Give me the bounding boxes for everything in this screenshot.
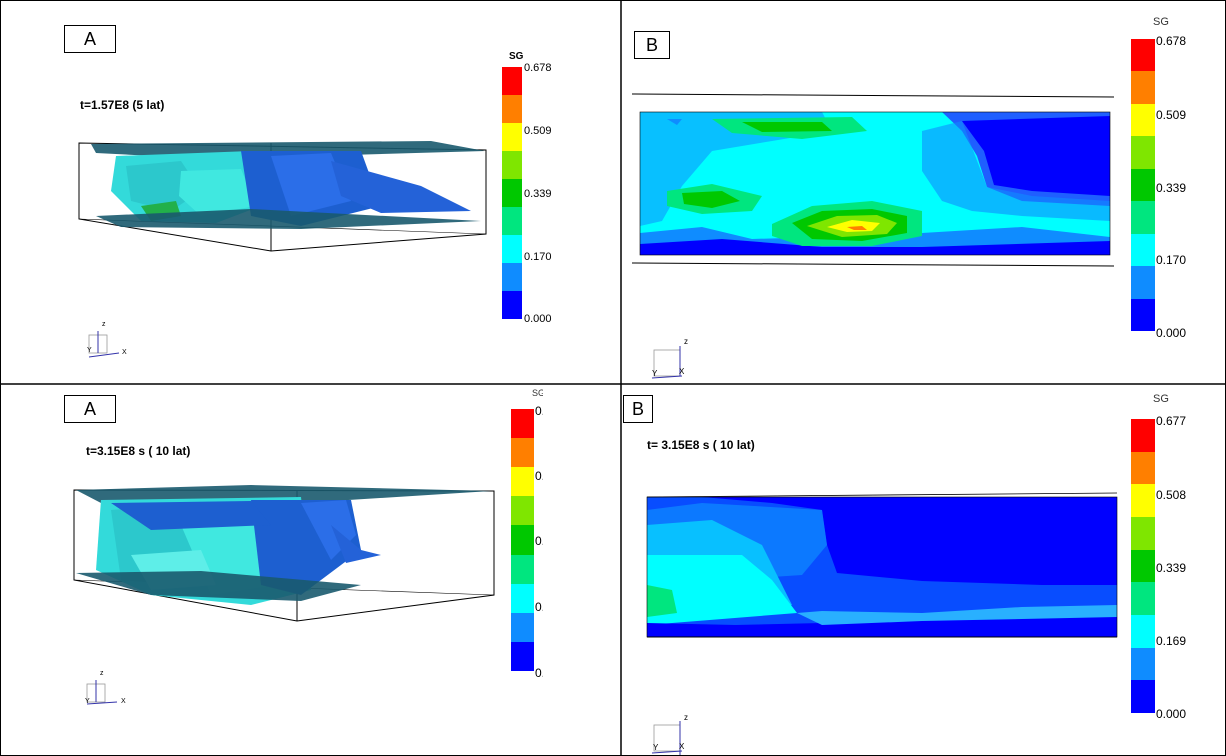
colorbar-tick: 0.678 <box>524 62 552 74</box>
colorbar-tick: 0.339 <box>524 188 552 200</box>
colorbar-band <box>1131 136 1155 169</box>
colorbar-band <box>511 525 534 555</box>
colorbar-band <box>502 151 522 179</box>
contour-section-view <box>631 93 1115 267</box>
colorbar-band <box>1131 615 1155 648</box>
isosurface-3d-view <box>78 141 487 252</box>
colorbar-tick: 0.170 <box>1156 253 1187 267</box>
colorbar-band <box>511 496 534 526</box>
panel-top-left: A t=1.57E8 (5 lat) SG 0.678 0.509 0.339 … <box>1 1 620 383</box>
colorbar <box>1131 39 1155 331</box>
axis-triad-icon <box>651 721 683 755</box>
colorbar <box>511 409 534 671</box>
axis-triad-icon <box>88 331 120 358</box>
axis-label-y: Y <box>85 698 90 705</box>
colorbar-tick: 0.509 <box>1156 108 1187 122</box>
time-label: t= 3.15E8 s ( 10 lat) <box>647 438 755 452</box>
colorbar-band <box>502 67 522 95</box>
colorbar-band <box>1131 39 1155 72</box>
axis-label-z: z <box>102 321 106 328</box>
panel-label-b: B <box>623 395 653 423</box>
tick-clip-mask <box>543 385 620 755</box>
axis-triad-icon <box>651 346 683 379</box>
colorbar-band <box>1131 451 1155 485</box>
colorbar-tick: 0.000 <box>1156 326 1187 340</box>
colorbar-band <box>1131 233 1155 267</box>
panel-label-a: A <box>64 395 116 423</box>
panel-bottom-left: A t=3.15E8 s ( 10 lat) SG 0.677 0.508 0.… <box>1 385 620 755</box>
time-label: t=3.15E8 s ( 10 lat) <box>86 444 191 458</box>
colorbar-tick: 0.677 <box>1156 414 1187 428</box>
colorbar-band <box>511 641 534 671</box>
colorbar-band <box>1131 582 1155 616</box>
colorbar-band <box>511 554 534 584</box>
colorbar-band <box>1131 71 1155 104</box>
panel-label-a: A <box>64 25 116 53</box>
colorbar-band <box>1131 647 1155 681</box>
colorbar-band <box>1131 298 1155 331</box>
colorbar-band <box>1131 419 1155 452</box>
colorbar-tick: 0.508 <box>1156 488 1187 502</box>
colorbar-band <box>1131 517 1155 550</box>
axis-label-z: z <box>684 713 688 722</box>
colorbar-band <box>502 263 522 291</box>
contour-section-view <box>646 492 1118 638</box>
axis-label-y: Y <box>87 347 92 354</box>
colorbar-band <box>502 207 522 235</box>
colorbar-title: SG <box>509 51 524 62</box>
panel-label-b: B <box>634 31 670 59</box>
axis-label-x: X <box>122 349 127 356</box>
colorbar-tick: 0.678 <box>1156 34 1187 48</box>
axis-label-z: z <box>684 337 688 346</box>
colorbar <box>1131 419 1155 714</box>
colorbar-title: SG <box>1153 393 1169 405</box>
colorbar-tick: 0.169 <box>1156 634 1187 648</box>
colorbar-band <box>502 291 522 319</box>
colorbar-band <box>502 235 522 263</box>
colorbar-band <box>511 438 534 468</box>
time-label: t=1.57E8 (5 lat) <box>80 98 165 112</box>
colorbar-tick: 0.170 <box>524 251 552 263</box>
colorbar-tick: 0.000 <box>524 313 552 325</box>
colorbar-band <box>511 612 534 642</box>
colorbar-tick: 0.000 <box>1156 707 1187 721</box>
colorbar-band <box>1131 168 1155 202</box>
panel-bottom-right: B t= 3.15E8 s ( 10 lat) SG 0.677 0.508 0… <box>622 385 1225 755</box>
axis-label-z: z <box>100 670 104 677</box>
colorbar-title: SG <box>532 388 546 398</box>
colorbar-tick: 0.339 <box>1156 181 1187 195</box>
colorbar <box>502 67 522 319</box>
axis-label-y: Y <box>653 743 659 752</box>
colorbar-title: SG <box>1153 16 1169 28</box>
colorbar-band <box>1131 266 1155 299</box>
colorbar-band <box>511 467 534 497</box>
colorbar-band <box>502 123 522 151</box>
colorbar-tick: 0.509 <box>524 125 552 137</box>
axis-label-x: X <box>679 367 685 376</box>
colorbar-band <box>511 583 534 613</box>
axis-label-y: Y <box>652 369 658 378</box>
colorbar-band <box>502 95 522 123</box>
axis-label-x: X <box>679 742 685 751</box>
colorbar-band <box>511 409 534 439</box>
isosurface-3d-view <box>73 485 495 622</box>
colorbar-band <box>1131 549 1155 583</box>
colorbar-tick: 0.339 <box>1156 561 1187 575</box>
axis-label-x: X <box>121 698 126 705</box>
colorbar-band <box>1131 103 1155 137</box>
colorbar-band <box>1131 484 1155 518</box>
panel-top-right: B SG <box>622 1 1225 383</box>
colorbar-band <box>1131 680 1155 714</box>
colorbar-band <box>1131 201 1155 234</box>
colorbar-band <box>502 179 522 207</box>
axis-triad-icon <box>86 680 118 705</box>
